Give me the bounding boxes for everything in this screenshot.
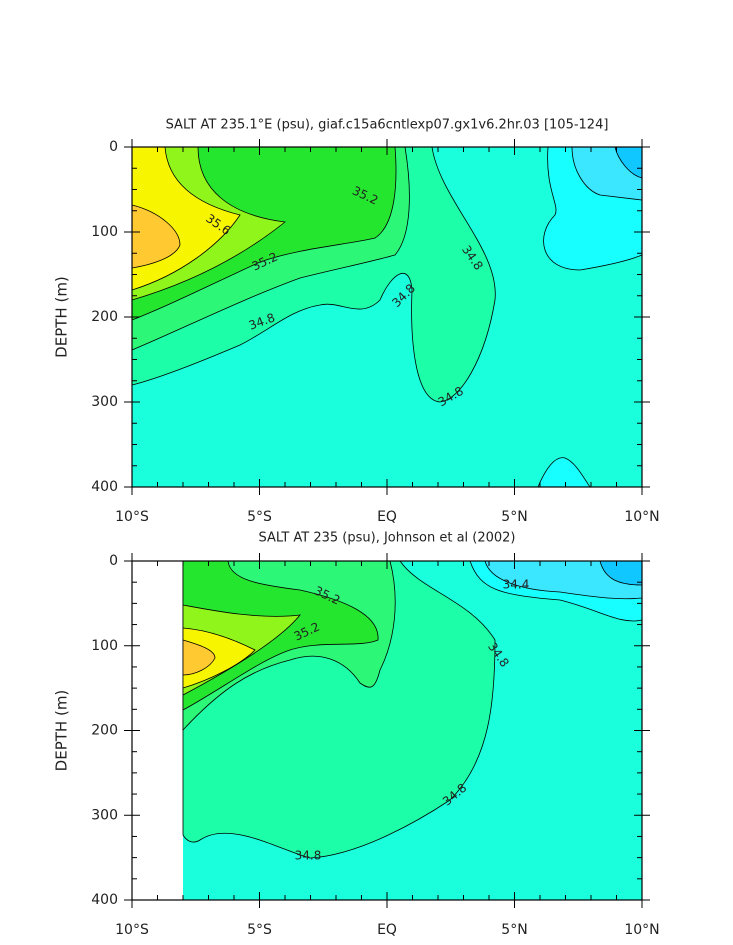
fill [182, 560, 379, 711]
x-tick-label: 10°N [624, 922, 659, 938]
y-tick-label: 200 [91, 723, 118, 739]
x-tick-label: 10°S [115, 509, 149, 525]
x-tick-label: 5°N [501, 922, 527, 938]
fill [484, 560, 643, 600]
x-tick-label: 10°N [624, 509, 659, 525]
x-tick-label: 5°S [247, 509, 272, 525]
chart-title: SALT AT 235 (psu), Johnson et al (2002) [258, 531, 515, 546]
contour-fills [131, 146, 643, 488]
x-tick-label: 10°S [115, 922, 149, 938]
y-tick-label: 400 [91, 892, 118, 908]
y-tick-label: 100 [91, 638, 118, 654]
y-tick-label: 0 [109, 553, 118, 569]
y-axis-label: DEPTH (m) [53, 276, 71, 358]
x-tick-label: EQ [377, 922, 397, 938]
y-tick-label: 300 [91, 394, 118, 410]
fill [537, 457, 591, 488]
y-tick-label: 0 [109, 139, 118, 155]
contour-fills [182, 560, 643, 900]
chart-title: SALT AT 235.1°E (psu), giaf.c15a6cntlexp… [166, 118, 609, 133]
y-axis-label: DEPTH (m) [53, 690, 71, 772]
contour-label: 34.4 [503, 578, 530, 592]
x-tick-label: 5°S [247, 922, 272, 938]
fill [182, 627, 256, 689]
y-tick-label: 200 [91, 309, 118, 325]
y-tick-label: 100 [91, 224, 118, 240]
x-tick-label: EQ [377, 509, 397, 525]
fill [182, 639, 216, 676]
fill [131, 204, 181, 269]
y-tick-label: 400 [91, 479, 118, 495]
x-tick-label: 5°N [501, 509, 527, 525]
contour-label: 34.8 [295, 849, 322, 863]
y-tick-label: 300 [91, 807, 118, 823]
